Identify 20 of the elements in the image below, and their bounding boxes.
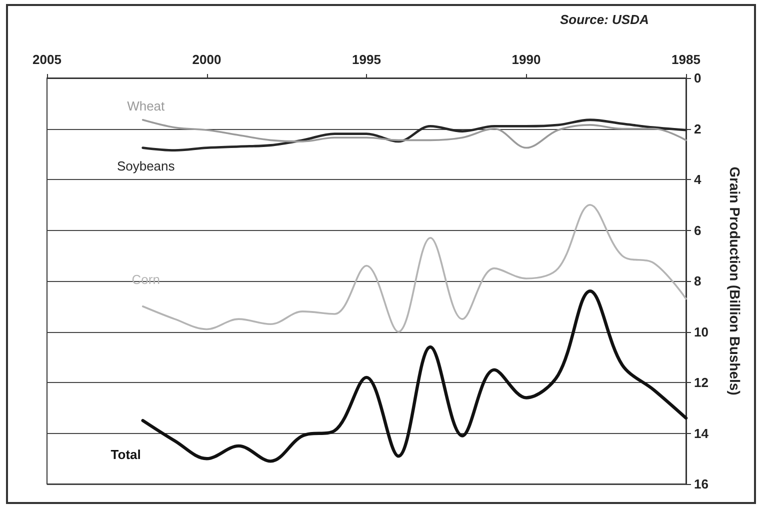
y-tick-label: 10 — [694, 324, 708, 340]
series-label: Total — [110, 447, 141, 462]
y-tick-label: 12 — [694, 375, 708, 390]
x-tick-label: 1990 — [512, 52, 541, 67]
y-tick-label: 6 — [694, 222, 702, 238]
y-tick-label: 8 — [694, 274, 702, 288]
x-tick-label: 1985 — [672, 52, 700, 67]
x-tick-label: 2000 — [192, 52, 222, 67]
source-note: Source: USDA — [560, 12, 649, 27]
x-tick-label: 2005 — [32, 52, 62, 67]
y-tick-label: 0 — [694, 70, 702, 86]
y-tick-label: 4 — [694, 172, 702, 187]
y-tick-label: 2 — [694, 121, 702, 136]
series-label: Wheat — [127, 98, 166, 114]
series-label: Soybeans — [116, 158, 176, 174]
line-series — [141, 290, 688, 463]
y-axis-title: Grain Production (Billion Bushels) — [727, 166, 743, 396]
y-tick-label: 16 — [694, 476, 708, 492]
y-tick-label: 14 — [694, 426, 710, 441]
x-tick-label: 1995 — [352, 52, 381, 67]
